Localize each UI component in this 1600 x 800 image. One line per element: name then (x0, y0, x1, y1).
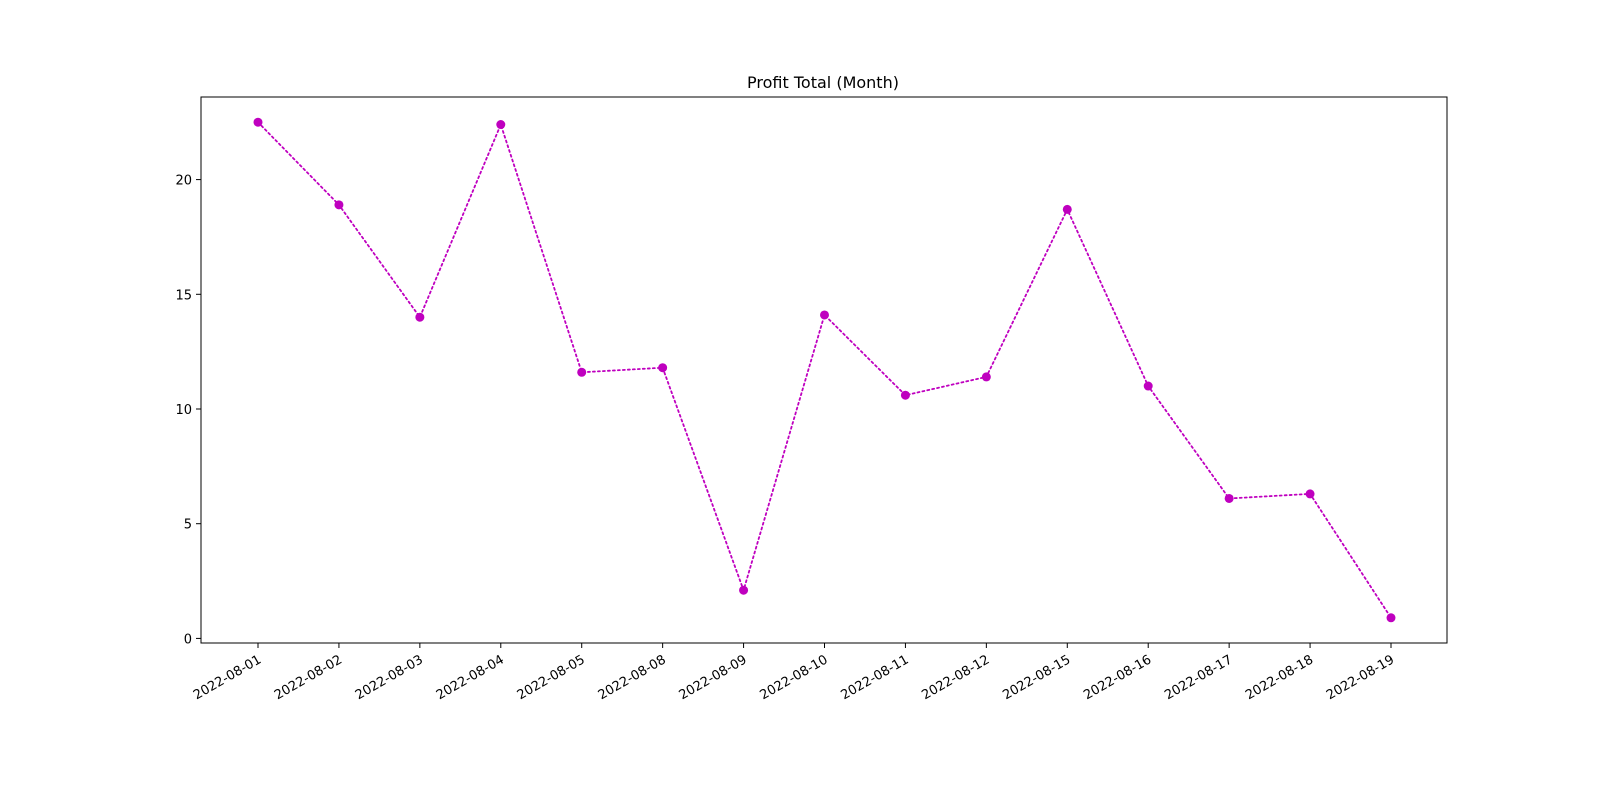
data-point (496, 120, 506, 130)
data-point (1224, 493, 1234, 503)
data-point (1386, 613, 1396, 623)
chart-title: Profit Total (Month) (747, 73, 899, 92)
data-point (577, 367, 587, 377)
data-point (658, 363, 668, 373)
data-point (820, 310, 829, 320)
y-tick-label: 20 (175, 174, 192, 189)
data-point (415, 312, 425, 322)
data-point (739, 585, 749, 595)
plot-frame (200, 96, 1448, 644)
data-point (1305, 489, 1315, 499)
data-point (900, 390, 910, 400)
y-tick-label: 10 (175, 403, 192, 418)
data-point (253, 117, 263, 127)
data-point (334, 200, 344, 210)
data-point (1143, 381, 1153, 391)
data-point (981, 372, 991, 382)
y-tick-label: 5 (184, 518, 192, 533)
data-point (1062, 204, 1072, 214)
y-tick-label: 0 (184, 632, 192, 647)
y-tick-label: 15 (175, 288, 192, 303)
